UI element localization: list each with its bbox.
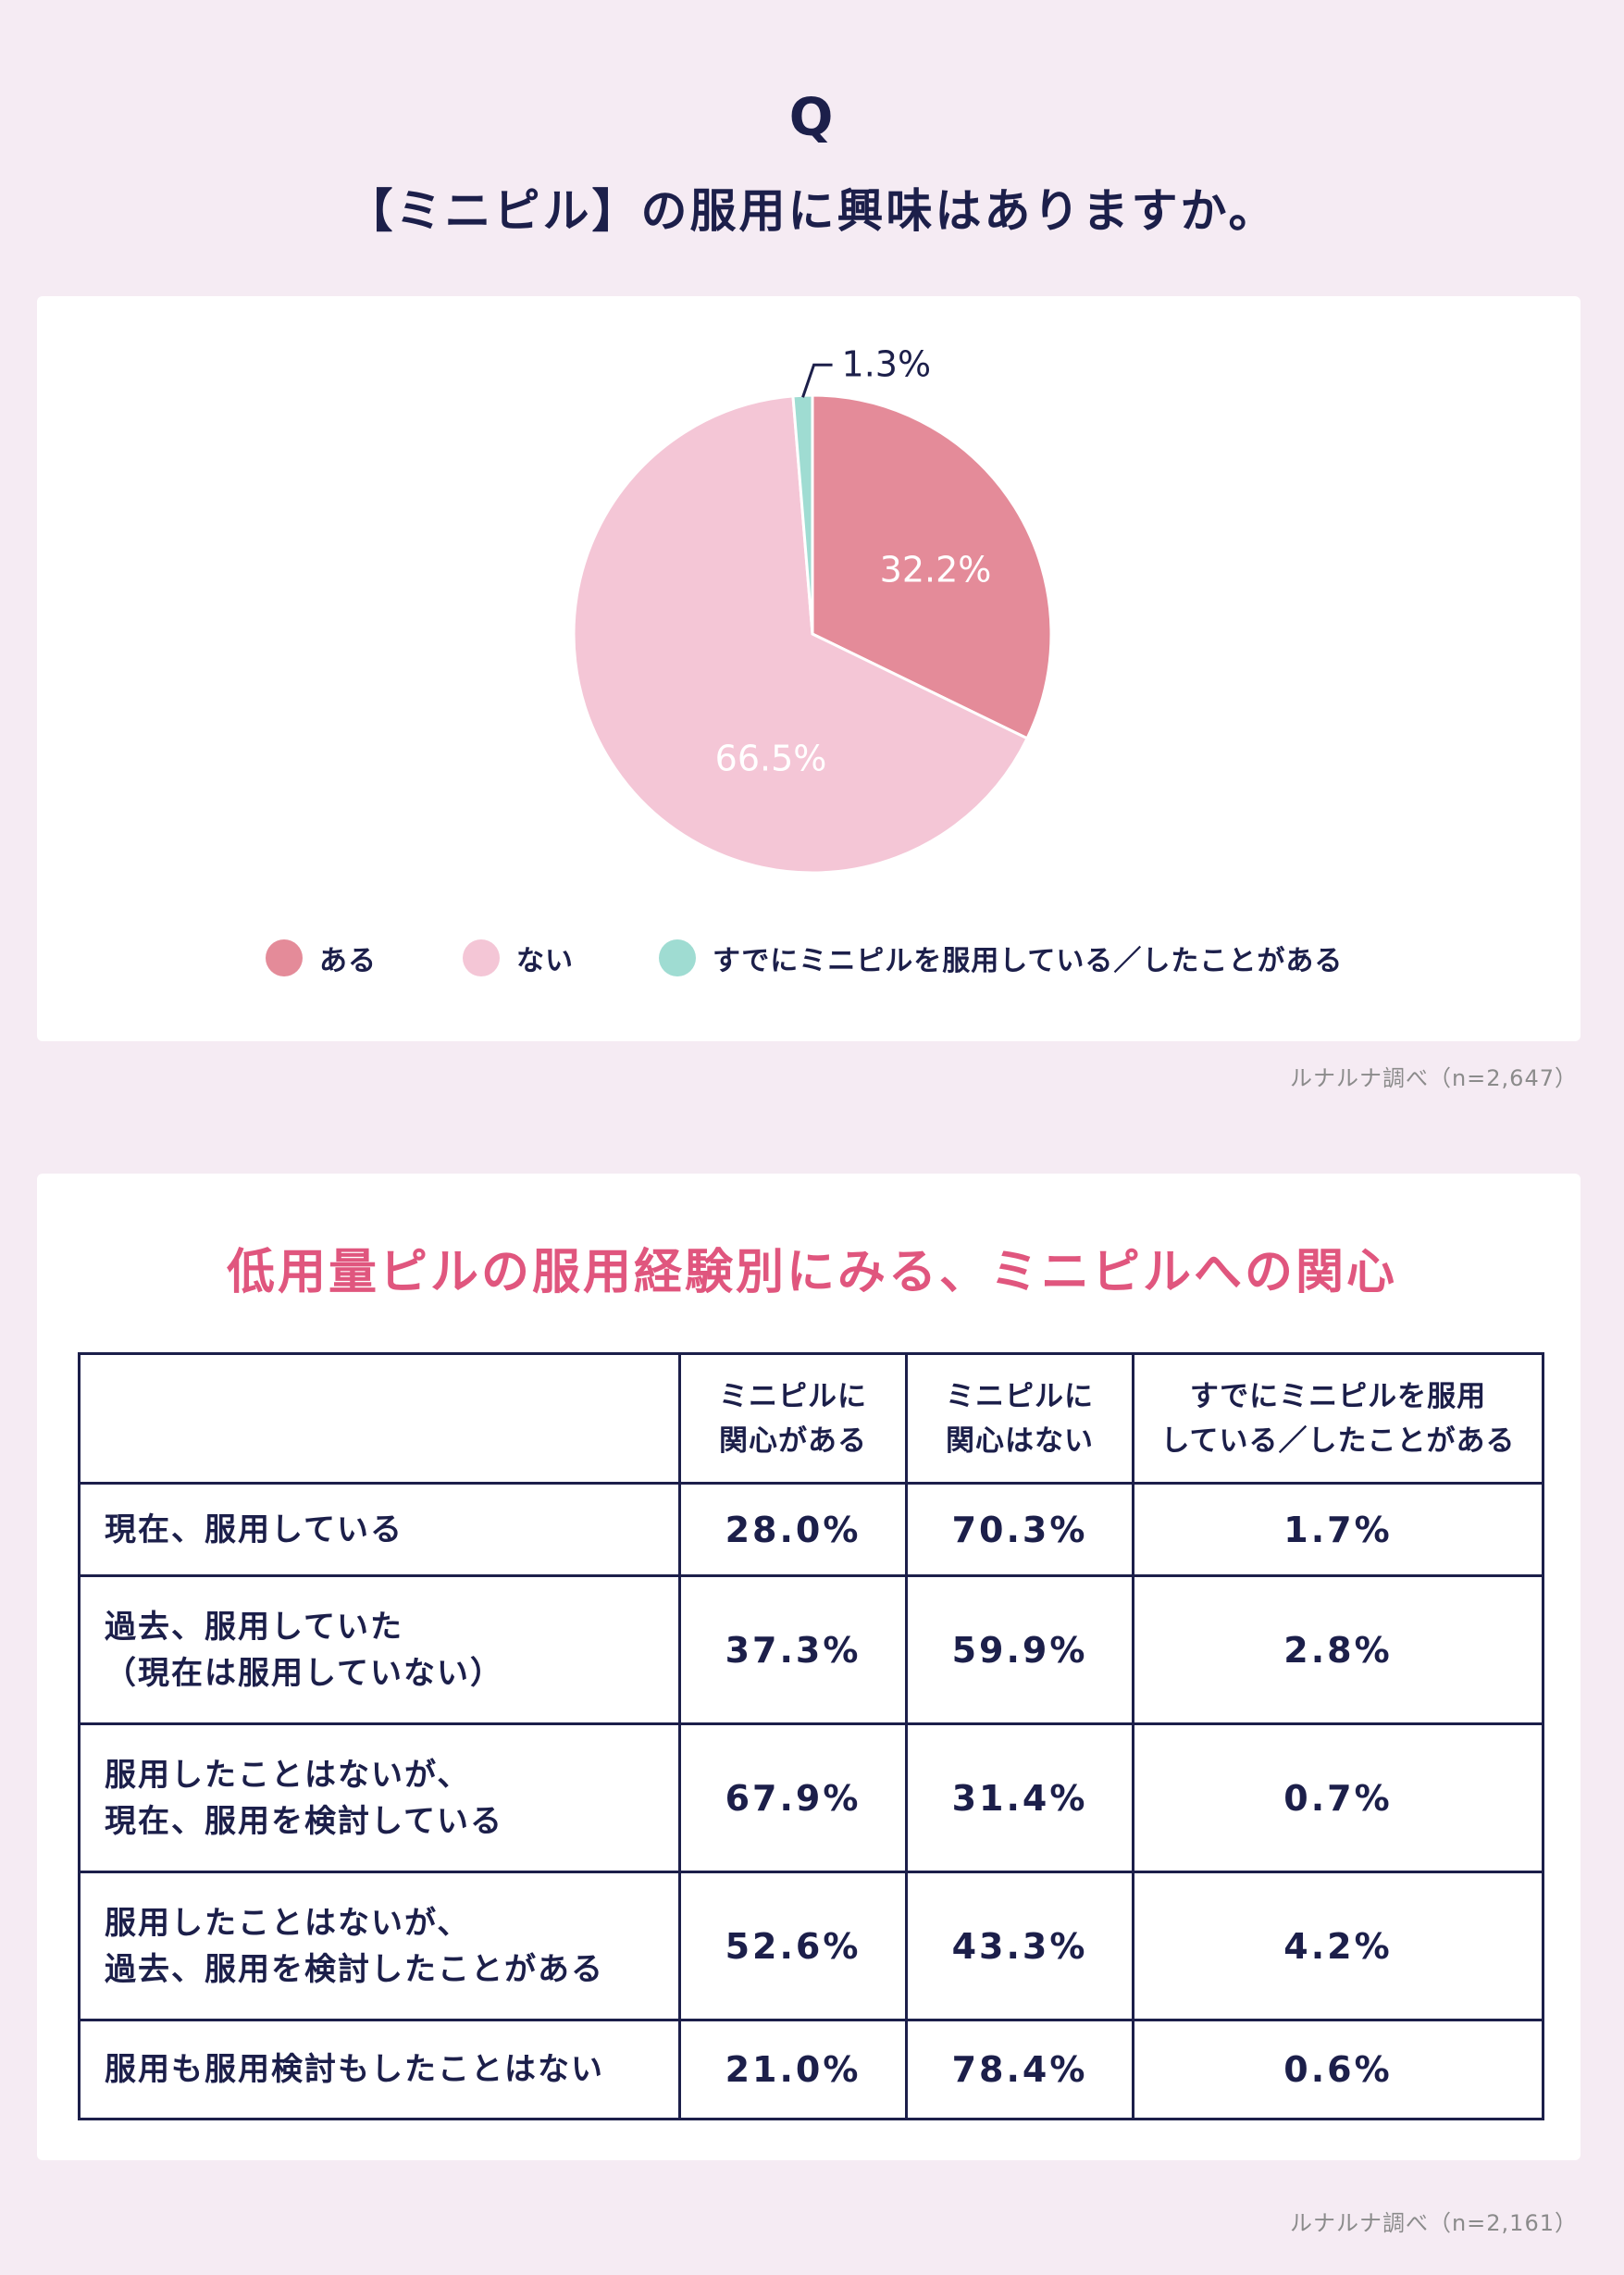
cell-already-using: 0.6%	[1132, 2019, 1544, 2120]
pie-leader-line	[801, 363, 833, 398]
legend-label-aru: ある	[319, 945, 377, 977]
interest-table: ミニピルに 関心がある ミニピルに 関心はない すでにミニピルを服用 している／…	[78, 1352, 1544, 2120]
legend-swatch-already	[659, 939, 696, 976]
row-label: 服用も服用検討もしたことはない	[78, 2019, 681, 2120]
question-title: 【ミニピル】の服用に興味はありますか。	[346, 184, 1278, 238]
cell-interested: 37.3%	[678, 1574, 908, 1725]
pie-label-already: 1.3%	[842, 344, 932, 385]
cell-already-using: 0.7%	[1132, 1722, 1544, 1873]
question-mark: Q	[788, 88, 836, 148]
row-label: 過去、服用していた （現在は服用していない）	[78, 1574, 681, 1725]
cell-not-interested: 70.3%	[905, 1482, 1134, 1577]
header-already-using: すでにミニピルを服用 している／したことがある	[1132, 1352, 1544, 1485]
cell-already-using: 1.7%	[1132, 1482, 1544, 1577]
cell-interested: 28.0%	[678, 1482, 908, 1577]
table-row: 過去、服用していた （現在は服用していない） 37.3% 59.9% 2.8%	[78, 1574, 1544, 1725]
header-not-interested: ミニピルに 関心はない	[905, 1352, 1134, 1485]
table-row: 服用したことはないが、 現在、服用を検討している 67.9% 31.4% 0.7…	[78, 1722, 1544, 1873]
pie-slice-nai	[572, 394, 1030, 875]
cell-interested: 67.9%	[678, 1722, 908, 1873]
table-row: 服用も服用検討もしたことはない 21.0% 78.4% 0.6%	[78, 2019, 1544, 2120]
pie-chart: 32.2% 66.5% 1.3%	[572, 344, 1053, 875]
table-row: 現在、服用している 28.0% 70.3% 1.7%	[78, 1482, 1544, 1577]
header-empty	[78, 1352, 681, 1485]
pie-slice-aru	[811, 393, 1053, 740]
cell-interested: 52.6%	[678, 1871, 908, 2021]
legend-item-already: すでにミニピルを服用している／したことがある	[659, 935, 1343, 981]
row-label: 服用したことはないが、 現在、服用を検討している	[78, 1722, 681, 1873]
source-note-table: ルナルナ調べ（n=2,161）	[1289, 2210, 1578, 2236]
legend-item-aru: ある	[266, 935, 377, 981]
cell-not-interested: 78.4%	[905, 2019, 1134, 2120]
cell-already-using: 4.2%	[1132, 1871, 1544, 2021]
row-label: 現在、服用している	[78, 1482, 681, 1577]
header-interested: ミニピルに 関心がある	[678, 1352, 908, 1485]
row-label: 服用したことはないが、 過去、服用を検討したことがある	[78, 1871, 681, 2021]
legend-label-nai: ない	[516, 945, 574, 977]
cell-interested: 21.0%	[678, 2019, 908, 2120]
cell-already-using: 2.8%	[1132, 1574, 1544, 1725]
chart-legend: ある ない すでにミニピルを服用している／したことがある	[0, 935, 1624, 981]
table-title: 低用量ピルの服用経験別にみる、ミニピルへの関心	[226, 1245, 1397, 1300]
cell-not-interested: 31.4%	[905, 1722, 1134, 1873]
pie-label-nai: 66.5%	[715, 739, 827, 779]
cell-not-interested: 59.9%	[905, 1574, 1134, 1725]
source-note-chart: ルナルナ調べ（n=2,647）	[1289, 1065, 1578, 1091]
pie-label-aru: 32.2%	[880, 550, 992, 591]
table-row: 服用したことはないが、 過去、服用を検討したことがある 52.6% 43.3% …	[78, 1871, 1544, 2021]
legend-item-nai: ない	[463, 935, 574, 981]
legend-swatch-nai	[463, 939, 500, 976]
cell-not-interested: 43.3%	[905, 1871, 1134, 2021]
legend-swatch-aru	[266, 939, 303, 976]
legend-label-already: すでにミニピルを服用している／したことがある	[713, 945, 1344, 977]
table-header-row: ミニピルに 関心がある ミニピルに 関心はない すでにミニピルを服用 している／…	[78, 1352, 1544, 1485]
